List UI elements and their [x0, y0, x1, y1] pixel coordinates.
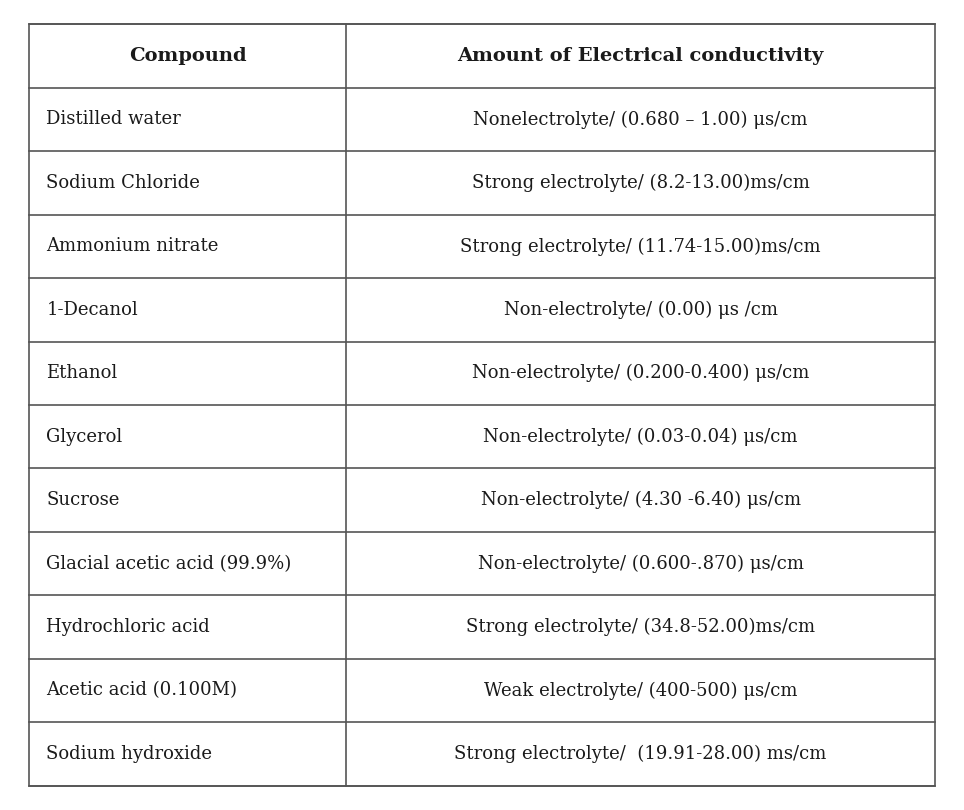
Text: Non-electrolyte/ (0.600-.870) μs/cm: Non-electrolyte/ (0.600-.870) μs/cm — [477, 555, 804, 573]
Text: Sucrose: Sucrose — [46, 491, 120, 509]
Text: Non-electrolyte/ (0.03-0.04) μs/cm: Non-electrolyte/ (0.03-0.04) μs/cm — [483, 428, 798, 446]
Text: Weak electrolyte/ (400-500) μs/cm: Weak electrolyte/ (400-500) μs/cm — [484, 681, 797, 700]
Text: Strong electrolyte/ (11.74-15.00)ms/cm: Strong electrolyte/ (11.74-15.00)ms/cm — [460, 237, 821, 255]
Text: Distilled water: Distilled water — [46, 110, 181, 129]
Text: Hydrochloric acid: Hydrochloric acid — [46, 618, 210, 636]
Text: Acetic acid (0.100M): Acetic acid (0.100M) — [46, 681, 237, 700]
Text: Glycerol: Glycerol — [46, 428, 122, 446]
Text: Ethanol: Ethanol — [46, 364, 118, 382]
Text: Compound: Compound — [128, 47, 247, 65]
Text: 1-Decanol: 1-Decanol — [46, 301, 138, 319]
Text: Sodium Chloride: Sodium Chloride — [46, 174, 201, 192]
Text: Strong electrolyte/ (34.8-52.00)ms/cm: Strong electrolyte/ (34.8-52.00)ms/cm — [466, 618, 816, 636]
Text: Non-electrolyte/ (4.30 -6.40) μs/cm: Non-electrolyte/ (4.30 -6.40) μs/cm — [480, 491, 801, 509]
Text: Nonelectrolyte/ (0.680 – 1.00) μs/cm: Nonelectrolyte/ (0.680 – 1.00) μs/cm — [473, 110, 808, 129]
Text: Ammonium nitrate: Ammonium nitrate — [46, 237, 219, 255]
Text: Non-electrolyte/ (0.00) μs /cm: Non-electrolyte/ (0.00) μs /cm — [503, 301, 778, 319]
Text: Non-electrolyte/ (0.200-0.400) μs/cm: Non-electrolyte/ (0.200-0.400) μs/cm — [472, 364, 809, 382]
Text: Strong electrolyte/ (8.2-13.00)ms/cm: Strong electrolyte/ (8.2-13.00)ms/cm — [471, 174, 810, 192]
Text: Strong electrolyte/  (19.91-28.00) ms/cm: Strong electrolyte/ (19.91-28.00) ms/cm — [454, 745, 827, 763]
Text: Amount of Electrical conductivity: Amount of Electrical conductivity — [457, 47, 824, 65]
Text: Sodium hydroxide: Sodium hydroxide — [46, 745, 212, 763]
Text: Glacial acetic acid (99.9%): Glacial acetic acid (99.9%) — [46, 555, 291, 573]
